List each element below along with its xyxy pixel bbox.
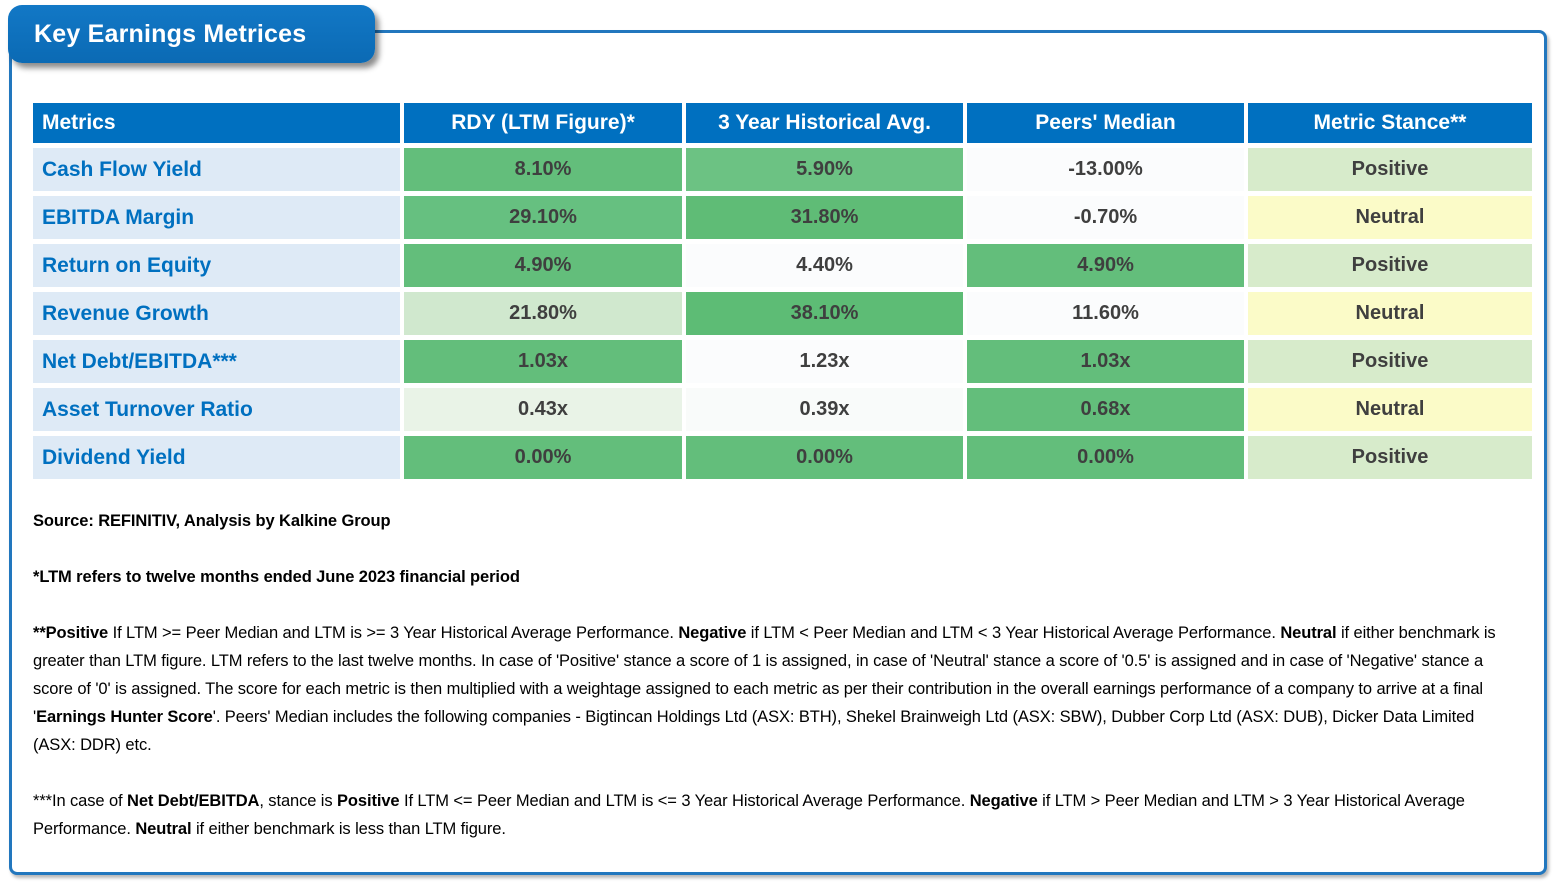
note-segment: Earnings Hunter Score [36, 708, 213, 726]
source-note: Source: REFINITIV, Analysis by Kalkine G… [33, 512, 391, 530]
value-cell: 11.60% [967, 292, 1244, 335]
value-cell: 4.90% [404, 244, 682, 287]
note-segment: Neutral [135, 820, 192, 838]
value-cell: 0.68x [967, 388, 1244, 431]
ltm-note: *LTM refers to twelve months ended June … [33, 568, 520, 586]
metric-label-cell: Net Debt/EBITDA*** [33, 340, 400, 383]
value-cell: Neutral [1248, 292, 1532, 335]
stance-definition-note: **Positive If LTM >= Peer Median and LTM… [33, 619, 1515, 759]
value-cell: 1.23x [686, 340, 963, 383]
note-segment: Neutral [1280, 624, 1337, 642]
value-cell: 0.00% [686, 436, 963, 479]
metric-label-cell: Revenue Growth [33, 292, 400, 335]
note-segment: **Positive [33, 624, 109, 642]
note-segment: Negative [969, 792, 1038, 810]
value-cell: Neutral [1248, 196, 1532, 239]
note-segment: if LTM < Peer Median and LTM < 3 Year Hi… [746, 624, 1281, 642]
value-cell: 29.10% [404, 196, 682, 239]
note-segment: , stance is [259, 792, 338, 810]
title-banner: Key Earnings Metrices [8, 5, 375, 63]
value-cell: 0.43x [404, 388, 682, 431]
value-cell: 4.40% [686, 244, 963, 287]
column-header: Peers' Median [967, 103, 1244, 143]
note-segment: ***In case of [33, 792, 127, 810]
value-cell: -0.70% [967, 196, 1244, 239]
value-cell: 31.80% [686, 196, 963, 239]
column-header: Metric Stance** [1248, 103, 1532, 143]
value-cell: Positive [1248, 148, 1532, 191]
metric-label-cell: Dividend Yield [33, 436, 400, 479]
metric-label-cell: Cash Flow Yield [33, 148, 400, 191]
value-cell: 1.03x [404, 340, 682, 383]
value-cell: 5.90% [686, 148, 963, 191]
value-cell: -13.00% [967, 148, 1244, 191]
value-cell: 4.90% [967, 244, 1244, 287]
metric-label-cell: Asset Turnover Ratio [33, 388, 400, 431]
note-segment: if LTM > Peer Median and LTM > 3 Year Hi… [33, 792, 1465, 838]
column-header: 3 Year Historical Avg. [686, 103, 963, 143]
note-segment: '. Peers' Median includes the following … [33, 708, 1475, 754]
note-segment: Positive [337, 792, 400, 810]
metric-label-cell: EBITDA Margin [33, 196, 400, 239]
value-cell: 8.10% [404, 148, 682, 191]
column-header: RDY (LTM Figure)* [404, 103, 682, 143]
value-cell: 0.00% [404, 436, 682, 479]
note-segment: If LTM <= Peer Median and LTM is <= 3 Ye… [399, 792, 970, 810]
value-cell: Positive [1248, 436, 1532, 479]
note-segment: Negative [678, 624, 747, 642]
note-segment: if either benchmark is less than LTM fig… [191, 820, 506, 838]
value-cell: Positive [1248, 340, 1532, 383]
column-header: Metrics [33, 103, 400, 143]
value-cell: 0.00% [967, 436, 1244, 479]
note-segment: If LTM >= Peer Median and LTM is >= 3 Ye… [108, 624, 679, 642]
earnings-metrics-table: Metrics RDY (LTM Figure)* 3 Year Historica… [33, 103, 1532, 479]
note-segment: if either benchmark is greater than LTM … [33, 624, 1496, 726]
value-cell: 0.39x [686, 388, 963, 431]
value-cell: 1.03x [967, 340, 1244, 383]
value-cell: 38.10% [686, 292, 963, 335]
value-cell: Neutral [1248, 388, 1532, 431]
page-title: Key Earnings Metrices [34, 19, 307, 48]
value-cell: 21.80% [404, 292, 682, 335]
netdebt-definition-note: ***In case of Net Debt/EBITDA, stance is… [33, 787, 1515, 843]
note-segment: Net Debt/EBITDA [127, 792, 260, 810]
value-cell: Positive [1248, 244, 1532, 287]
metric-label-cell: Return on Equity [33, 244, 400, 287]
footnotes: Source: REFINITIV, Analysis by Kalkine G… [33, 507, 1515, 871]
